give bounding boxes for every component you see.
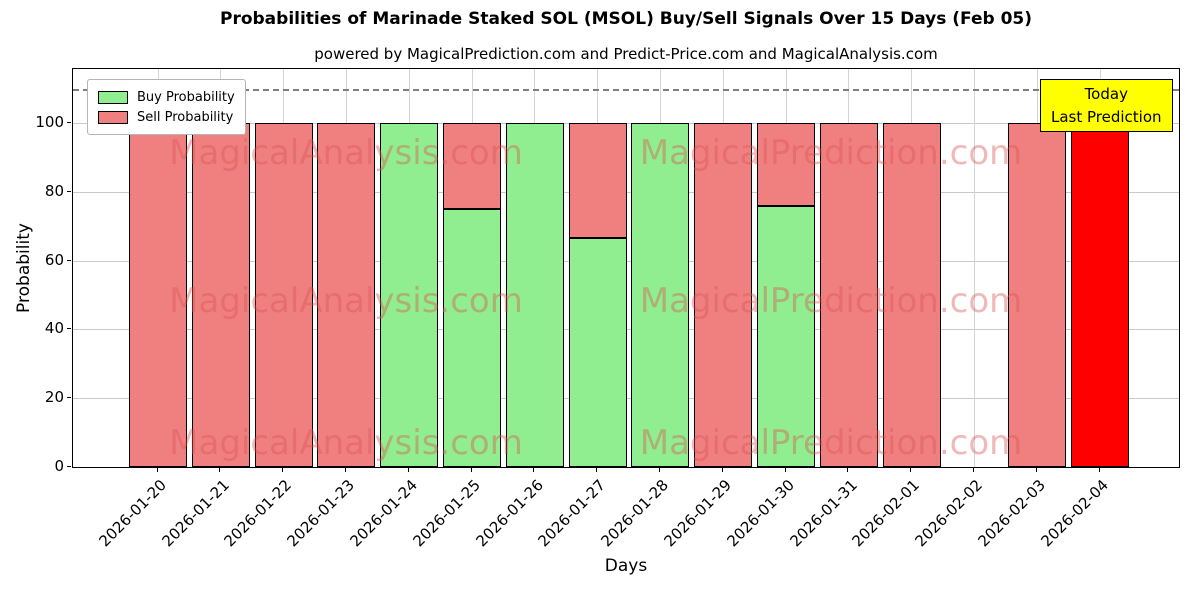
y-tick-label: 40	[44, 319, 64, 338]
x-tick-mark	[910, 468, 912, 472]
x-tick-label-text: 2026-01-28	[597, 476, 673, 551]
x-tick-mark	[344, 468, 346, 472]
legend-entry-buy: Buy Probability	[98, 87, 235, 107]
x-tick-mark	[533, 468, 535, 472]
dashed-threshold-line	[73, 88, 1179, 91]
y-tick-mark	[67, 397, 71, 399]
y-tick-label: 0	[54, 457, 64, 475]
x-tick-mark	[658, 468, 660, 472]
x-tick-label-text: 2026-01-29	[660, 476, 735, 551]
watermark-analysis: MagicalAnalysis.com	[169, 281, 523, 321]
y-tick-label: 20	[44, 388, 64, 407]
bar-segment-sell	[694, 123, 753, 467]
bar-segment-sell	[443, 123, 501, 209]
bar-segment-sell	[819, 123, 878, 467]
y-tick-mark	[67, 122, 71, 123]
watermark-analysis: MagicalAnalysis.com	[169, 133, 523, 173]
legend-label: Buy Probability	[137, 89, 235, 105]
x-tick-mark	[219, 468, 221, 472]
bar-segment-sell	[191, 123, 250, 467]
today-annotation: Today Last Prediction	[1040, 79, 1173, 132]
y-tick-mark	[67, 328, 71, 330]
x-tick-label-text: 2026-01-30	[723, 476, 798, 551]
x-tick-label-text: 2026-01-25	[409, 476, 484, 551]
bar-segment-today	[1071, 123, 1129, 467]
bar-segment-buy	[380, 123, 439, 467]
bar-segment-sell	[1008, 123, 1067, 467]
bar-segment-buy	[757, 205, 815, 467]
legend-entry-sell: Sell Probability	[98, 107, 235, 127]
x-tick-mark	[721, 468, 723, 472]
watermark-prediction: MagicalPrediction.com	[639, 281, 1023, 321]
x-tick-mark	[784, 468, 786, 472]
legend: Buy Probability Sell Probability	[87, 79, 246, 135]
y-tick-mark	[67, 190, 71, 192]
bar-segment-sell	[317, 123, 376, 467]
buy-swatch	[98, 90, 128, 104]
watermark-prediction: MagicalPrediction.com	[639, 133, 1023, 173]
today-annotation-line2: Last Prediction	[1051, 107, 1162, 126]
bar-segment-sell	[882, 123, 941, 467]
bar-segment-buy	[631, 123, 690, 467]
bar-segment-sell	[757, 123, 815, 206]
x-tick-label-text: 2026-02-04	[1037, 476, 1112, 551]
sell-swatch	[98, 110, 128, 124]
x-gridline	[973, 69, 975, 467]
x-tick-label-text: 2026-01-20	[95, 476, 170, 551]
chart-subtitle: powered by MagicalPrediction.com and Pre…	[314, 45, 938, 63]
y-tick-label: 100	[35, 113, 64, 131]
watermark-prediction: MagicalPrediction.com	[639, 423, 1023, 463]
y-tick-label: 80	[44, 181, 64, 200]
x-tick-mark	[1035, 468, 1037, 472]
bar-segment-buy	[505, 123, 564, 467]
bar-segment-buy	[568, 237, 627, 467]
chart-title: Probabilities of Marinade Staked SOL (MS…	[219, 9, 1033, 29]
bar-segment-sell	[129, 123, 187, 467]
y-tick-label: 60	[44, 250, 64, 269]
x-tick-mark	[470, 468, 472, 472]
x-axis-label: Days	[604, 556, 648, 576]
x-tick-mark	[282, 468, 284, 472]
x-tick-mark	[156, 468, 158, 472]
x-tick-label-text: 2026-01-23	[283, 476, 359, 551]
x-tick-mark	[847, 468, 849, 472]
x-tick-mark	[407, 468, 409, 472]
legend-label: Sell Probability	[137, 109, 234, 125]
x-tick-label-text: 2026-02-03	[974, 476, 1049, 551]
y-tick-mark	[67, 259, 71, 261]
x-tick-label-text: 2026-01-24	[346, 476, 421, 551]
bar-segment-sell	[254, 123, 313, 467]
bar-segment-buy	[443, 209, 501, 467]
watermark-analysis: MagicalAnalysis.com	[169, 423, 523, 463]
plot-area: Buy Probability Sell Probability MagicalA…	[72, 68, 1180, 468]
x-tick-label-text: 2026-02-02	[911, 476, 987, 551]
x-tick-mark	[972, 468, 974, 472]
x-tick-mark	[1098, 468, 1100, 472]
today-annotation-line1: Today	[1084, 85, 1128, 103]
x-tick-mark	[596, 468, 598, 472]
y-tick-mark	[67, 466, 71, 467]
bar-segment-sell	[568, 123, 627, 238]
